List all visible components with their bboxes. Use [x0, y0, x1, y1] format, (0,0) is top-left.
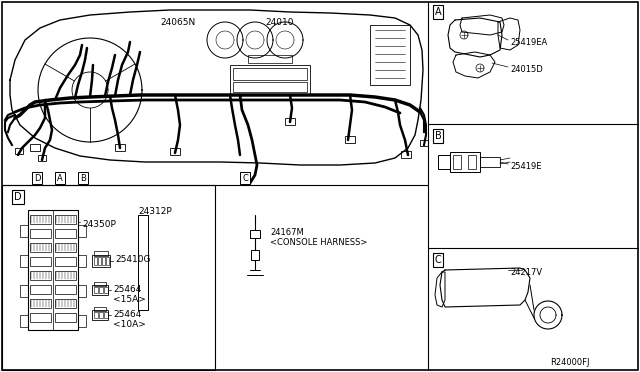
- Bar: [251, 250, 259, 260]
- Bar: [20, 285, 28, 297]
- Text: 24015D: 24015D: [510, 65, 543, 74]
- Bar: [450, 152, 480, 172]
- Bar: [78, 225, 86, 237]
- Bar: [250, 230, 260, 238]
- Text: 25419EA: 25419EA: [510, 38, 547, 47]
- Bar: [30, 257, 51, 266]
- Text: 25410G: 25410G: [115, 255, 150, 264]
- Text: 24167M
<CONSOLE HARNESS>: 24167M <CONSOLE HARNESS>: [270, 228, 367, 247]
- Bar: [30, 144, 40, 151]
- Bar: [30, 229, 51, 238]
- Bar: [138, 215, 148, 310]
- Bar: [55, 229, 76, 238]
- Text: 24350P: 24350P: [82, 220, 116, 229]
- Bar: [370, 25, 410, 85]
- Bar: [170, 148, 180, 155]
- Bar: [94, 307, 106, 311]
- Bar: [55, 299, 76, 308]
- Bar: [230, 65, 310, 95]
- Text: 25419E: 25419E: [510, 162, 541, 171]
- Bar: [420, 140, 428, 146]
- Bar: [99, 287, 103, 293]
- Bar: [94, 282, 106, 286]
- Bar: [104, 312, 108, 318]
- Bar: [30, 243, 51, 252]
- Bar: [233, 82, 307, 92]
- Bar: [55, 271, 76, 280]
- Bar: [468, 155, 476, 169]
- Bar: [55, 313, 76, 322]
- Bar: [30, 313, 51, 322]
- Bar: [92, 285, 108, 295]
- Text: C: C: [435, 255, 442, 265]
- Bar: [98, 257, 101, 265]
- Bar: [55, 285, 76, 294]
- Text: A: A: [57, 173, 63, 183]
- Text: B: B: [435, 131, 442, 141]
- Bar: [115, 144, 125, 151]
- Bar: [30, 285, 51, 294]
- Bar: [78, 285, 86, 297]
- Bar: [30, 215, 51, 224]
- Text: 25464
<15A>: 25464 <15A>: [113, 285, 146, 304]
- Bar: [248, 55, 292, 63]
- Text: 24312P: 24312P: [138, 207, 172, 216]
- Bar: [94, 287, 98, 293]
- Bar: [401, 151, 411, 158]
- Bar: [15, 148, 23, 154]
- Bar: [94, 251, 108, 256]
- Bar: [2, 185, 215, 370]
- Bar: [92, 310, 108, 320]
- Text: 24010: 24010: [265, 18, 294, 27]
- Bar: [94, 257, 97, 265]
- Text: D: D: [34, 173, 40, 183]
- Text: C: C: [242, 173, 248, 183]
- Bar: [285, 118, 295, 125]
- Bar: [55, 257, 76, 266]
- Bar: [78, 255, 86, 267]
- Bar: [30, 299, 51, 308]
- Bar: [480, 157, 500, 167]
- Bar: [106, 257, 109, 265]
- Bar: [92, 255, 110, 267]
- Bar: [28, 210, 78, 330]
- Bar: [55, 215, 76, 224]
- Text: A: A: [435, 7, 442, 17]
- Text: 25464
<10A>: 25464 <10A>: [113, 310, 146, 329]
- Bar: [38, 155, 46, 161]
- Text: 24065N: 24065N: [160, 18, 195, 27]
- Bar: [345, 136, 355, 143]
- Bar: [55, 243, 76, 252]
- Text: B: B: [80, 173, 86, 183]
- Bar: [453, 155, 461, 169]
- Bar: [99, 312, 103, 318]
- Text: R24000FJ: R24000FJ: [550, 358, 589, 367]
- Bar: [438, 155, 450, 169]
- Bar: [104, 287, 108, 293]
- Text: D: D: [14, 192, 22, 202]
- Bar: [20, 225, 28, 237]
- Text: 24217V: 24217V: [510, 268, 542, 277]
- Bar: [102, 257, 105, 265]
- Bar: [233, 68, 307, 80]
- Bar: [20, 255, 28, 267]
- Bar: [94, 312, 98, 318]
- Bar: [30, 271, 51, 280]
- Bar: [78, 315, 86, 327]
- Bar: [20, 315, 28, 327]
